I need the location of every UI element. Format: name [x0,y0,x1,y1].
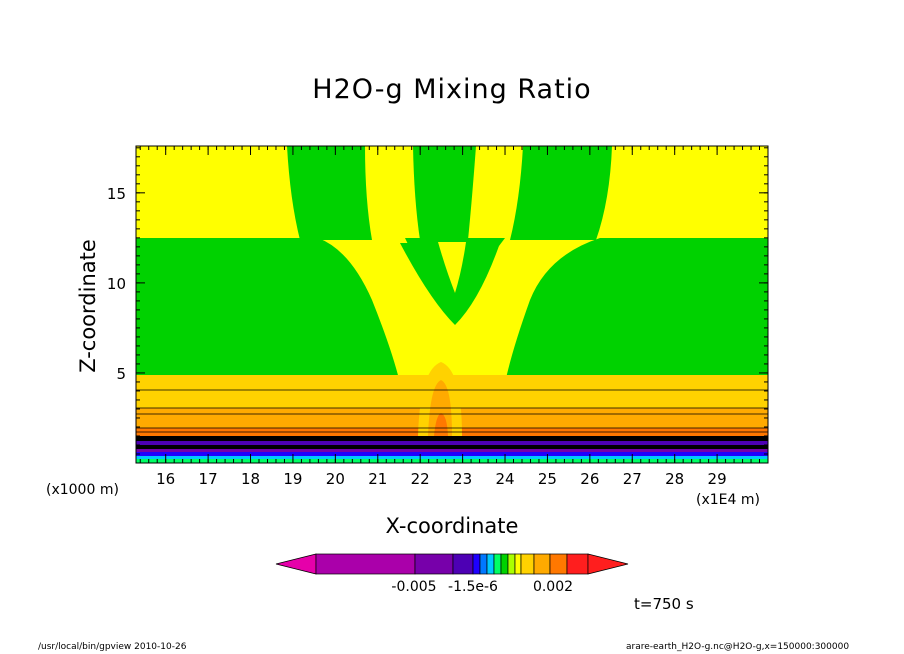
colorbar-segment [414,553,454,575]
field-core-inner [434,413,448,436]
field-band-purple-1 [136,441,768,445]
colorbar: -0.005 -1.5e-6 0.002 [275,553,629,595]
colorbar-segment [533,553,551,575]
colorbar-segment [514,553,522,575]
time-label: t=750 s [634,595,694,613]
field-green-col-3 [510,146,612,240]
colorbar-tick-label: -1.5e-6 [448,579,498,595]
x-tick-label: 17 [199,470,218,488]
field-band-purple-2 [136,449,768,452]
field-band-cyan [136,456,768,459]
contour-field [136,146,768,463]
axis-tick-labels: 16 17 18 19 20 21 22 23 24 25 26 27 28 29 5 10 15 [107,185,727,488]
colorbar-segment [479,553,488,575]
x-tick-label: 16 [156,470,175,488]
x-tick-label: 27 [623,470,642,488]
field-green-col-2 [413,146,476,240]
colorbar-arrow-high [587,553,629,575]
colorbar-segment [507,553,516,575]
y-unit-note: (x1000 m) [46,482,119,498]
x-tick-label: 24 [495,470,514,488]
colorbar-segment [315,553,416,575]
x-tick-label: 20 [326,470,345,488]
y-tick-label: 15 [107,185,126,203]
contour-lines [136,389,768,433]
x-tick-label: 18 [241,470,260,488]
footer-right: arare-earth_H2O-g.nc@H2O-g,x=150000:3000… [626,642,850,652]
x-tick-label: 28 [665,470,684,488]
colorbar-arrow-low [275,553,317,575]
field-band-black-2 [136,445,768,449]
x-tick-label: 29 [708,470,727,488]
colorbar-segment [486,553,495,575]
x-tick-label: 22 [411,470,430,488]
y-tick-label: 5 [116,365,126,383]
y-tick-label: 10 [107,275,126,293]
field-green-col-1 [287,146,372,240]
colorbar-segment [520,553,535,575]
colorbar-tick-label: 0.002 [533,579,573,595]
colorbar-segment [500,553,509,575]
field-band-green [136,459,768,463]
colorbar-segment [452,553,474,575]
x-tick-label: 21 [368,470,387,488]
colorbar-tick-label: -0.005 [391,579,436,595]
plot-frame [135,145,769,464]
field-band-blue [136,452,768,456]
x-tick-label: 19 [283,470,302,488]
field-yellow-blob [438,242,466,293]
colorbar-segment [566,553,589,575]
x-tick-label: 23 [453,470,472,488]
chart-title: H2O-g Mixing Ratio [312,74,592,105]
colorbar-segment [549,553,568,575]
field-band-black [136,436,768,441]
colorbar-segment [493,553,502,575]
field-green-patch-inner [400,243,500,325]
x-tick-label: 25 [538,470,557,488]
x-tick-label: 26 [580,470,599,488]
axis-ticks [136,146,769,463]
colorbar-segment [472,553,481,575]
y-axis-label: Z-coordinate [76,239,100,373]
footer-left: /usr/local/bin/gpview 2010-10-26 [38,642,187,652]
x-unit-note: (x1E4 m) [696,492,760,508]
x-axis-label: X-coordinate [385,514,519,538]
